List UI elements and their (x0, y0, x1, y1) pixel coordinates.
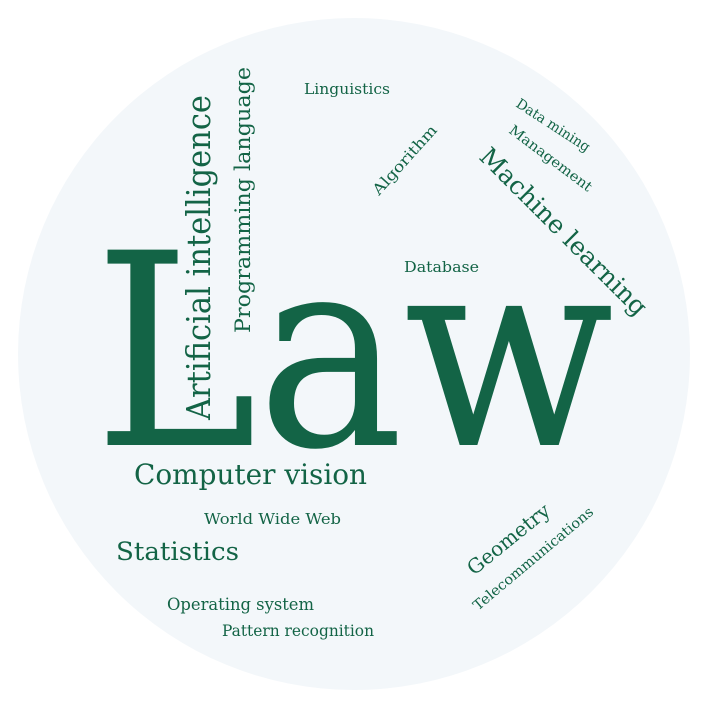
word-world-wide-web: World Wide Web (204, 510, 341, 528)
word-pattern-recognition: Pattern recognition (222, 621, 374, 640)
cloud-background-circle (18, 18, 690, 690)
word-operating-system: Operating system (167, 595, 314, 615)
word-artificial-intelligence: Artificial intelligence (179, 95, 218, 421)
word-law: Law (94, 197, 614, 509)
word-programming-language: Programming language (231, 67, 255, 333)
word-database: Database (404, 258, 479, 276)
word-computer-vision: Computer vision (134, 458, 367, 491)
word-linguistics: Linguistics (304, 80, 390, 98)
word-statistics: Statistics (116, 537, 239, 566)
